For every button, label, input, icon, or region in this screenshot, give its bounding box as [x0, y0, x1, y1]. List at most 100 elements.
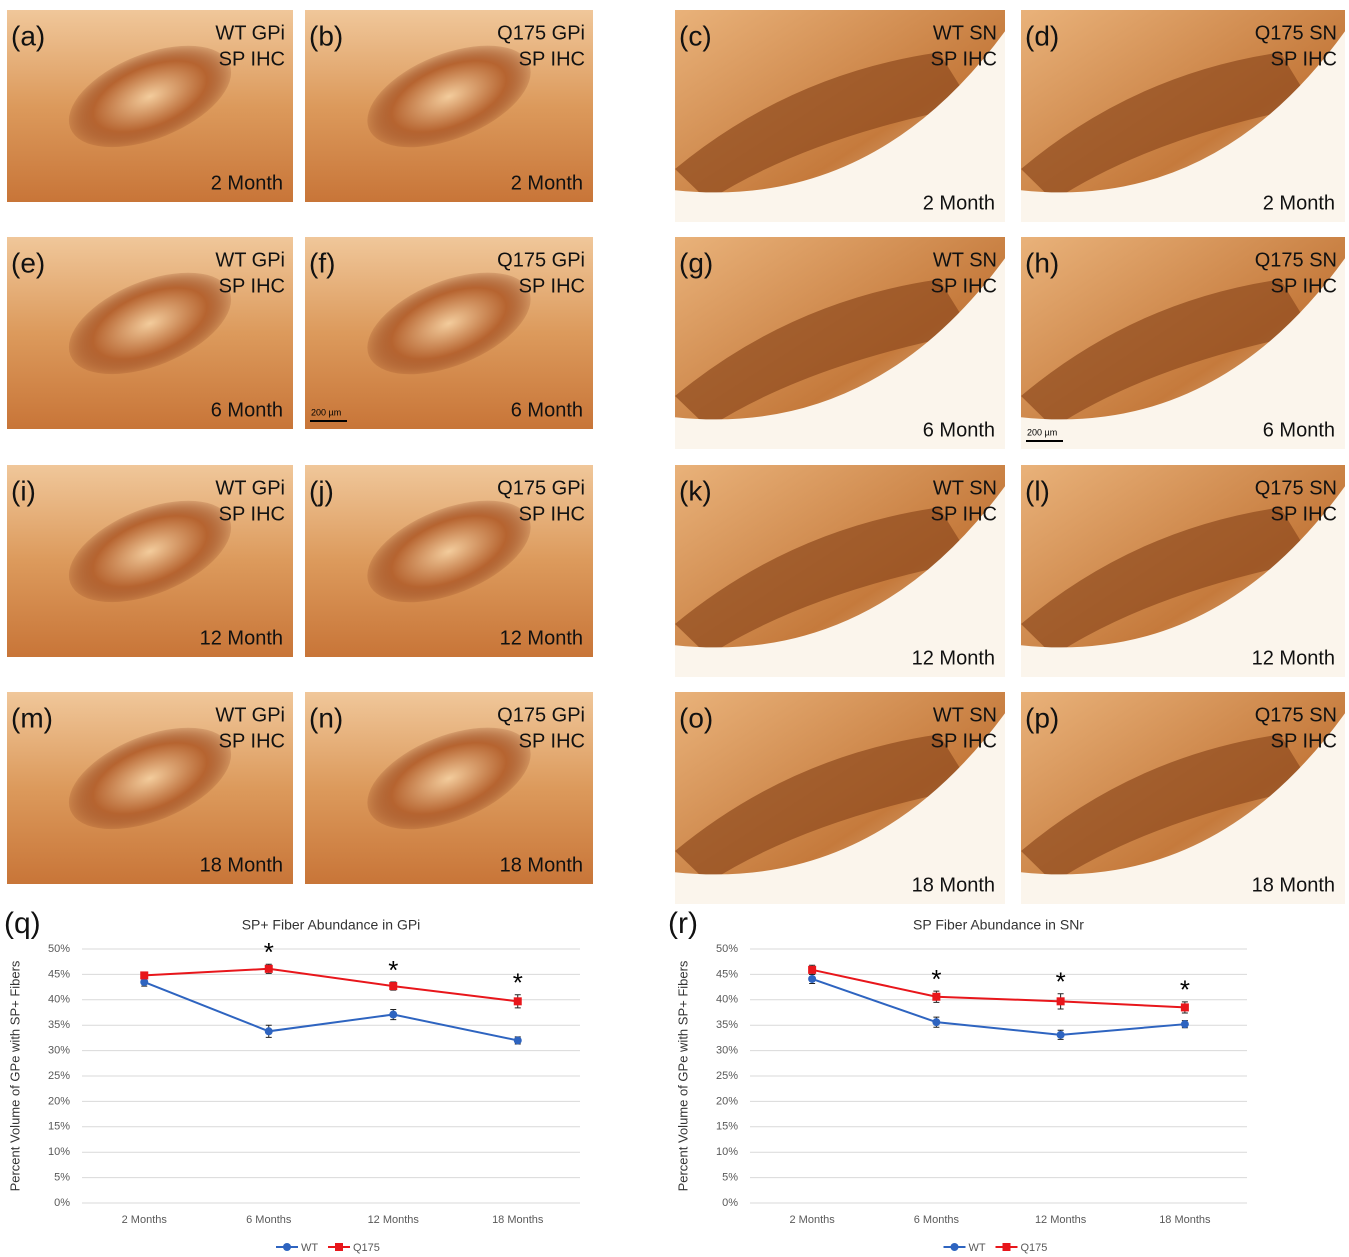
- significance-marker: *: [931, 964, 941, 994]
- panel-letter: (j): [309, 475, 334, 506]
- y-tick-label: 25%: [48, 1070, 70, 1082]
- data-point: [808, 966, 816, 974]
- panel-label: WT SN: [933, 477, 997, 499]
- panel-age: 2 Month: [1263, 192, 1335, 214]
- panel-label: Q175 GPi: [497, 249, 585, 271]
- data-point: [514, 1036, 522, 1044]
- micrograph-panel: (h)Q175 SNSP IHC6 Month200 µm: [1021, 237, 1345, 449]
- panel-label: Q175 SN: [1255, 704, 1337, 726]
- panel-age: 12 Month: [912, 647, 995, 669]
- x-tick-label: 18 Months: [1159, 1214, 1211, 1226]
- panel-age: 6 Month: [511, 399, 583, 421]
- y-tick-label: 10%: [716, 1146, 738, 1158]
- micrograph-panel: (b)Q175 GPiSP IHC2 Month: [305, 10, 593, 202]
- micrograph-panel: (k)WT SNSP IHC12 Month: [675, 465, 1005, 677]
- panel-label: SP IHC: [931, 730, 997, 752]
- panel-label: SP IHC: [519, 48, 585, 70]
- micrograph-panel: (j) Q175 GPi SP IHC 12 Month: [305, 465, 593, 657]
- legend-label: Q175: [1021, 1242, 1048, 1254]
- x-tick-label: 12 Months: [368, 1214, 420, 1226]
- significance-marker: *: [1056, 967, 1066, 997]
- panel-label: SP IHC: [519, 730, 585, 752]
- panel-label: SP IHC: [219, 730, 285, 752]
- panel-label: Q175 GPi: [497, 477, 585, 499]
- y-tick-label: 10%: [48, 1146, 70, 1158]
- y-tick-label: 45%: [48, 968, 70, 980]
- panel-age: 12 Month: [500, 627, 583, 649]
- panel-label: SP IHC: [1271, 275, 1337, 297]
- panel-age: 18 Month: [500, 854, 583, 876]
- panel-age: 18 Month: [200, 854, 283, 876]
- y-tick-label: 50%: [48, 943, 70, 955]
- x-tick-label: 12 Months: [1035, 1214, 1087, 1226]
- y-tick-label: 0%: [722, 1197, 738, 1209]
- legend-label: Q175: [353, 1242, 380, 1254]
- legend-marker: [283, 1243, 291, 1251]
- micrograph-panel: (o)WT SNSP IHC18 Month: [675, 692, 1005, 904]
- panel-label: SP IHC: [1271, 48, 1337, 70]
- panel-age: 18 Month: [912, 874, 995, 896]
- y-tick-label: 45%: [716, 968, 738, 980]
- y-tick-label: 5%: [54, 1172, 70, 1184]
- panel-letter: (m): [11, 702, 53, 733]
- legend-label: WT: [969, 1242, 986, 1254]
- panel-age: 2 Month: [211, 172, 283, 194]
- legend-label: WT: [301, 1242, 318, 1254]
- x-tick-label: 2 Months: [122, 1214, 168, 1226]
- panel-letter: (d): [1025, 20, 1059, 51]
- x-tick-label: 2 Months: [790, 1214, 836, 1226]
- panel-letter: (l): [1025, 475, 1050, 506]
- scale-bar-label: 200 µm: [311, 407, 341, 417]
- y-tick-label: 15%: [716, 1121, 738, 1133]
- panel-letter: (b): [309, 20, 343, 51]
- data-point: [1181, 1020, 1189, 1028]
- x-tick-label: 6 Months: [246, 1214, 292, 1226]
- series-line: [812, 970, 1185, 1008]
- x-tick-label: 6 Months: [914, 1214, 960, 1226]
- panel-age: 2 Month: [511, 172, 583, 194]
- y-tick-label: 25%: [716, 1070, 738, 1082]
- micrograph-panel: (c)WT SNSP IHC2 Month: [675, 10, 1005, 222]
- panel-letter: (c): [679, 20, 712, 51]
- data-point: [1057, 997, 1065, 1005]
- panel-letter: (g): [679, 247, 713, 278]
- data-point: [389, 1011, 397, 1019]
- panel-label: Q175 SN: [1255, 249, 1337, 271]
- y-tick-label: 20%: [48, 1095, 70, 1107]
- panel-label: SP IHC: [219, 275, 285, 297]
- panel-age: 2 Month: [923, 192, 995, 214]
- panel-label: SP IHC: [519, 275, 585, 297]
- panel-label: WT GPi: [215, 477, 285, 499]
- panel-age: 6 Month: [923, 419, 995, 441]
- x-tick-label: 18 Months: [492, 1214, 544, 1226]
- panel-label: WT SN: [933, 249, 997, 271]
- significance-marker: *: [388, 955, 398, 985]
- panel-label: SP IHC: [931, 275, 997, 297]
- y-tick-label: 20%: [716, 1095, 738, 1107]
- micrograph-panel: (l)Q175 SNSP IHC12 Month: [1021, 465, 1345, 677]
- panel-age: 18 Month: [1252, 874, 1335, 896]
- panel-label: WT SN: [933, 22, 997, 44]
- micrograph-panel: (g) WT SN SP IHC 6 Month: [675, 237, 1005, 449]
- significance-marker: *: [513, 968, 523, 998]
- panel-letter: (k): [679, 475, 712, 506]
- y-tick-label: 35%: [48, 1019, 70, 1031]
- panel-label: SP IHC: [219, 48, 285, 70]
- panel-label: WT GPi: [215, 704, 285, 726]
- micrograph-panel: (d) Q175 SN SP IHC 2 Month: [1021, 10, 1345, 222]
- panel-letter: (a): [11, 20, 45, 51]
- panel-letter: (h): [1025, 247, 1059, 278]
- series-line: [144, 969, 518, 1002]
- legend-marker: [951, 1243, 959, 1251]
- chart-title: SP+ Fiber Abundance in GPi: [242, 917, 421, 933]
- y-tick-label: 5%: [722, 1172, 738, 1184]
- panel-label: Q175 SN: [1255, 22, 1337, 44]
- panel-label: SP IHC: [519, 503, 585, 525]
- panel-label: Q175 SN: [1255, 477, 1337, 499]
- panel-age: 6 Month: [1263, 419, 1335, 441]
- y-tick-label: 40%: [716, 994, 738, 1006]
